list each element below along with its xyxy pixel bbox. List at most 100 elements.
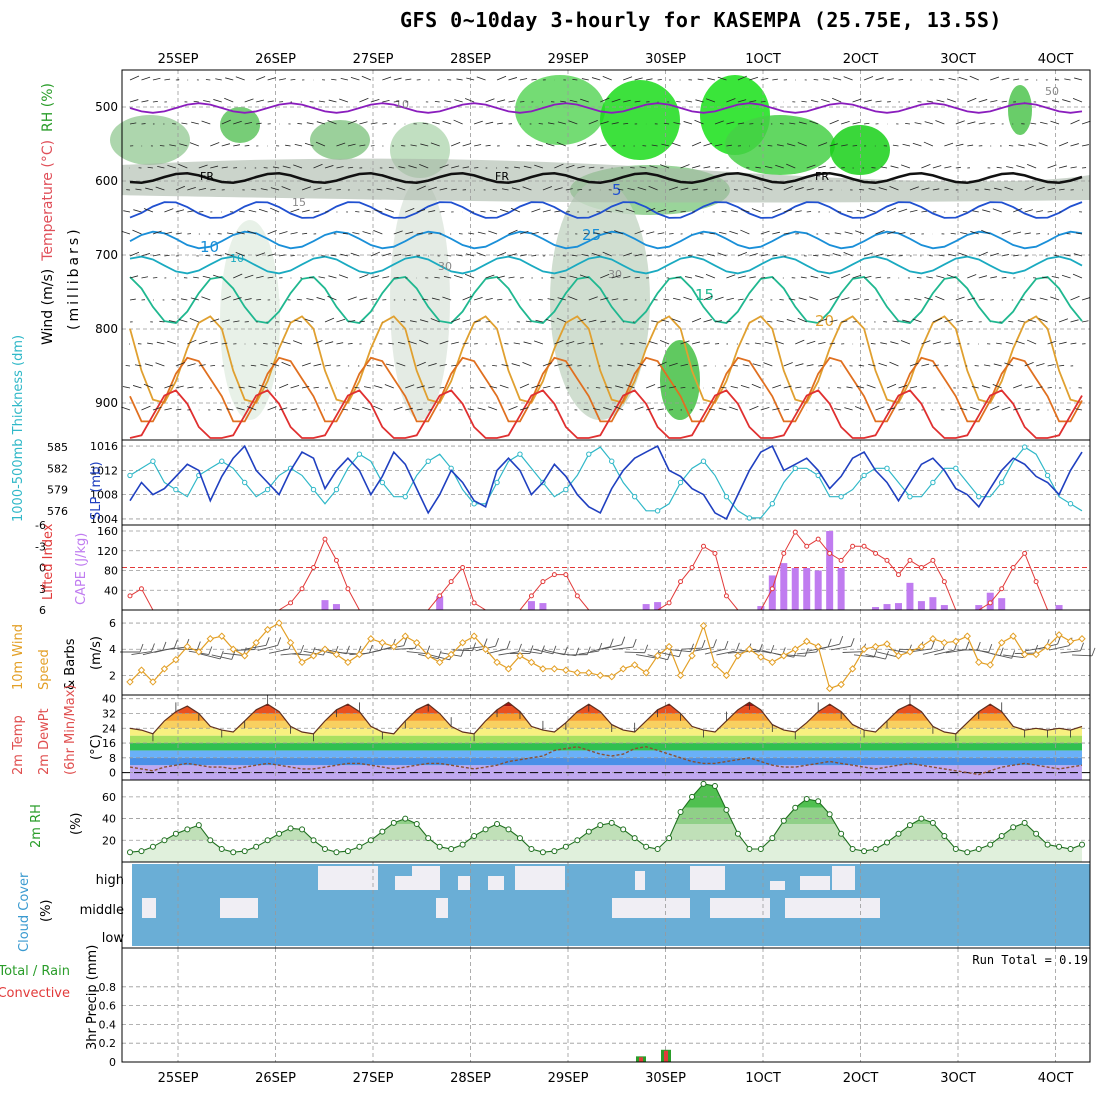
wind-barb	[1027, 164, 1036, 168]
date-label-bottom: 1OCT	[745, 1071, 781, 1086]
thickness-marker	[908, 494, 912, 498]
precip-tick: 0.2	[99, 1037, 117, 1050]
wind-barb	[871, 343, 876, 344]
wind-barb	[847, 211, 853, 212]
wind-barb	[703, 343, 709, 344]
rh-marker	[598, 823, 603, 828]
wind-barb	[1074, 78, 1082, 80]
wind-barb	[153, 277, 157, 278]
rh-marker	[1068, 846, 1073, 851]
thickness-marker	[770, 502, 774, 506]
wind-tick: 4	[109, 643, 116, 656]
wind-barb	[156, 363, 165, 366]
wind-speed-marker	[379, 640, 385, 646]
lifted-marker	[552, 573, 556, 577]
wind-axis-label: & Barbs	[63, 638, 78, 690]
wind-barb	[1016, 165, 1024, 168]
cape-bar	[929, 597, 936, 610]
wind-barb	[841, 298, 849, 300]
cloud-middle	[220, 898, 258, 918]
date-label-top: 1OCT	[745, 52, 781, 67]
wind-barb	[777, 320, 784, 322]
rh-marker	[586, 829, 591, 834]
date-label-top: 30SEP	[645, 52, 686, 67]
wind-barb	[373, 406, 382, 410]
cloud-high	[395, 876, 412, 890]
wind-barb	[921, 341, 930, 344]
wind-speed-marker	[586, 670, 592, 676]
lifted-marker	[793, 530, 797, 534]
pressure-tick: 700	[95, 248, 118, 262]
thickness-marker	[174, 487, 178, 491]
wind-barb	[801, 277, 807, 278]
precip-total-label: Total / Rain	[0, 964, 70, 979]
wind-barb	[761, 231, 770, 234]
wind-barb	[279, 231, 287, 234]
wind-barb	[348, 297, 357, 300]
wind-barb	[719, 232, 726, 234]
wind-barb	[956, 121, 965, 124]
date-label-top: 4OCT	[1038, 52, 1074, 67]
cape-bar	[906, 583, 913, 610]
wind-barb	[692, 342, 700, 344]
wind-barb	[635, 78, 643, 80]
wind-barb	[1025, 233, 1031, 234]
lifted-marker	[690, 566, 694, 570]
wind-barb	[956, 167, 961, 168]
wind-barb	[951, 233, 956, 234]
lifted-marker	[919, 566, 923, 570]
wind-speed-marker	[964, 633, 970, 639]
rh-marker	[793, 805, 798, 810]
wind-barb	[454, 100, 462, 102]
rh-marker	[254, 844, 259, 849]
wind-barb	[663, 299, 669, 300]
wind-barb	[599, 643, 602, 651]
rh-marker	[965, 850, 970, 855]
wind-barb	[715, 167, 720, 168]
temp-tick: 8	[109, 752, 116, 765]
rh-axis-label: 2m RH	[29, 804, 44, 848]
pressure-tick: 800	[95, 322, 118, 336]
wind-barb	[807, 341, 816, 344]
wind-barb	[371, 123, 378, 124]
wind-barb	[937, 100, 945, 102]
wind-barb	[193, 277, 199, 278]
wind-barb	[910, 386, 917, 388]
wind-speed-marker	[574, 670, 580, 676]
cloud-high	[515, 866, 565, 890]
wind-speed-marker	[1079, 636, 1085, 642]
rh-marker	[128, 850, 133, 855]
wind-barb	[497, 76, 506, 80]
wind-barb	[910, 409, 914, 410]
rh-band	[122, 808, 1090, 824]
thickness-marker	[954, 466, 958, 470]
date-label-bottom: 28SEP	[450, 1071, 491, 1086]
cape-tick: 120	[97, 545, 118, 558]
wind-barb	[359, 122, 367, 124]
date-label-bottom: 25SEP	[158, 1071, 199, 1086]
rh-marker	[403, 816, 408, 821]
wind-barb	[497, 253, 506, 256]
wind-barb	[268, 101, 274, 102]
wind-barb	[584, 233, 589, 234]
wind-barb	[477, 77, 486, 80]
wind-barb	[623, 299, 627, 300]
rh-marker	[368, 838, 373, 843]
wind-barb	[362, 407, 371, 410]
axis-label-part: 1000-500mb Thickness (dm)	[11, 335, 26, 522]
thickness-marker	[632, 494, 636, 498]
wind-barb	[329, 100, 337, 102]
wind-barb	[1025, 210, 1033, 212]
wind-barb	[1066, 409, 1070, 410]
wind-barb	[1059, 342, 1067, 344]
wind-barb	[589, 144, 597, 146]
lifted-marker	[816, 537, 820, 541]
rh-marker	[804, 797, 809, 802]
wind-barb	[990, 406, 999, 410]
wind-barb	[979, 123, 985, 124]
rh-marker	[231, 850, 236, 855]
wind-barb	[646, 232, 654, 234]
wind-barb	[853, 122, 860, 124]
precip-axis-label: 3hr Precip (mm)	[85, 945, 100, 1050]
wind-barb	[582, 79, 589, 80]
